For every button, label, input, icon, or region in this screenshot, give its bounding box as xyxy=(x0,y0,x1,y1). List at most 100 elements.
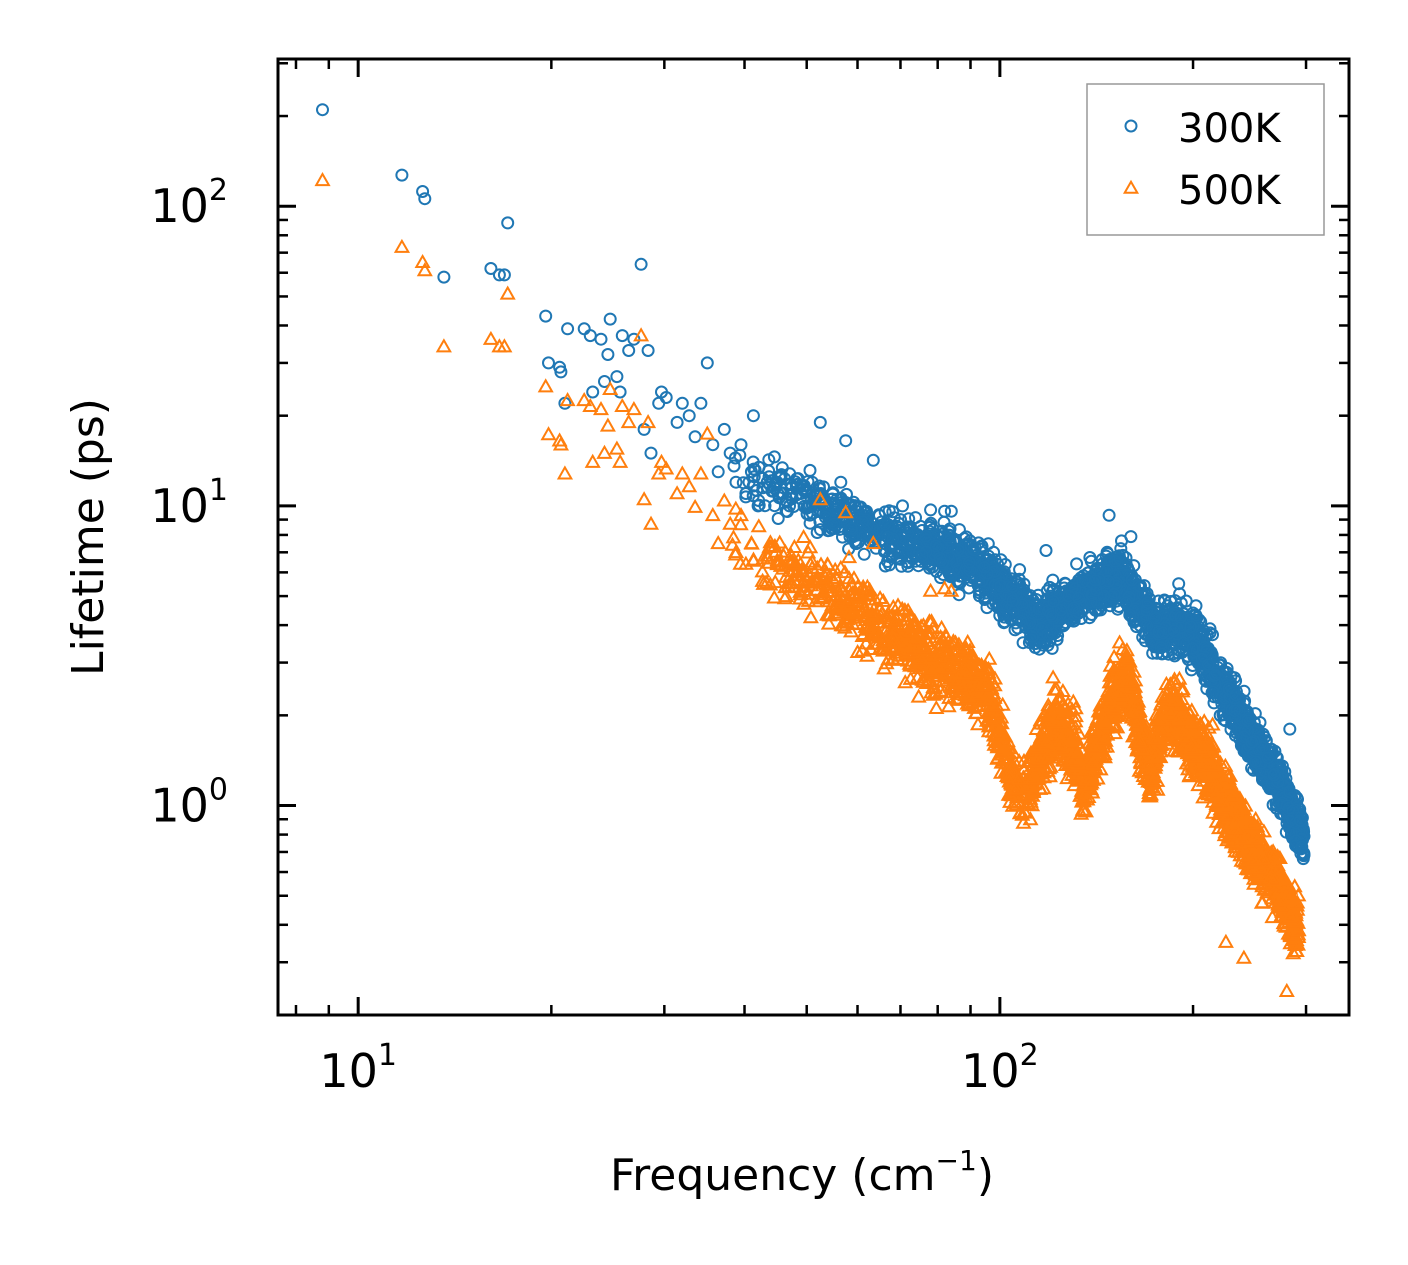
data-point xyxy=(1236,809,1253,824)
data-point xyxy=(1295,840,1309,854)
data-point xyxy=(699,425,716,440)
data-point xyxy=(919,545,933,559)
data-point xyxy=(836,511,850,525)
data-point xyxy=(747,479,761,493)
data-point xyxy=(1190,611,1204,625)
data-point xyxy=(634,257,648,271)
data-point xyxy=(977,560,991,574)
data-point xyxy=(1154,641,1168,655)
data-point xyxy=(962,555,976,569)
data-point xyxy=(873,509,886,522)
data-point xyxy=(909,511,922,525)
data-point xyxy=(924,503,938,517)
series-layer xyxy=(314,103,1311,997)
data-point xyxy=(925,686,942,701)
data-point xyxy=(658,460,675,475)
data-point xyxy=(496,338,513,353)
data-point xyxy=(1253,894,1271,909)
data-point xyxy=(934,630,951,645)
data-point xyxy=(559,391,576,407)
data-point xyxy=(1245,735,1259,749)
data-point xyxy=(687,498,704,513)
data-point xyxy=(586,385,600,399)
data-point xyxy=(484,262,498,275)
data-point xyxy=(814,523,827,537)
data-point xyxy=(998,558,1012,571)
data-point xyxy=(724,536,741,551)
data-point xyxy=(716,492,733,507)
data-point xyxy=(1208,668,1222,682)
data-point xyxy=(839,434,853,448)
data-point xyxy=(826,518,840,532)
data-point xyxy=(1053,724,1070,740)
data-point xyxy=(1054,682,1072,697)
data-point xyxy=(501,216,515,230)
data-point xyxy=(1048,699,1065,714)
data-point xyxy=(1061,754,1078,769)
data-point xyxy=(826,486,840,500)
data-point xyxy=(919,529,933,543)
data-point xyxy=(1088,574,1102,587)
data-point xyxy=(1122,590,1136,604)
data-point xyxy=(1005,580,1019,594)
data-point xyxy=(1142,788,1159,803)
data-point xyxy=(951,543,965,557)
data-point xyxy=(627,332,641,346)
data-point xyxy=(928,699,945,714)
data-point xyxy=(1168,649,1182,663)
data-point xyxy=(622,344,636,357)
data-point xyxy=(784,553,801,568)
data-point xyxy=(933,551,947,565)
data-point xyxy=(1149,611,1163,625)
data-point xyxy=(1201,658,1215,671)
data-point xyxy=(772,553,789,568)
data-point xyxy=(1186,641,1199,655)
data-point xyxy=(688,430,702,444)
data-point xyxy=(552,436,570,451)
data-point xyxy=(1174,610,1188,624)
data-point xyxy=(1140,604,1154,617)
data-point xyxy=(1020,795,1037,810)
data-point xyxy=(958,640,975,655)
data-point xyxy=(1013,563,1027,577)
data-point xyxy=(767,450,781,464)
data-point xyxy=(1229,688,1243,702)
data-point xyxy=(1217,933,1234,948)
data-point xyxy=(1101,574,1115,588)
data-point xyxy=(894,552,908,566)
data-point xyxy=(499,285,516,300)
data-point xyxy=(943,522,957,536)
data-point xyxy=(1040,584,1054,598)
data-point xyxy=(806,571,823,587)
data-point xyxy=(1241,714,1255,728)
data-point xyxy=(732,555,749,570)
data-point xyxy=(1102,657,1119,672)
data-point xyxy=(612,453,629,468)
data-point xyxy=(1141,781,1158,796)
data-point xyxy=(540,426,557,441)
data-point xyxy=(692,465,709,480)
data-point xyxy=(592,400,610,416)
data-point xyxy=(854,580,871,595)
data-point xyxy=(674,465,691,480)
data-point xyxy=(1051,740,1068,755)
series-500k xyxy=(314,171,1307,997)
data-point xyxy=(818,510,832,524)
data-point xyxy=(765,484,779,498)
data-point xyxy=(836,564,854,579)
data-point xyxy=(988,578,1002,592)
data-point xyxy=(704,506,721,522)
data-point xyxy=(1253,716,1267,729)
data-point xyxy=(792,586,809,601)
data-point xyxy=(437,270,451,284)
data-point xyxy=(883,558,896,572)
data-point xyxy=(746,409,760,423)
data-point xyxy=(851,500,865,513)
data-point xyxy=(1205,804,1222,819)
data-point xyxy=(795,528,812,543)
data-point xyxy=(857,547,871,561)
data-point xyxy=(1190,776,1207,792)
data-point xyxy=(1032,602,1046,616)
data-point xyxy=(602,380,619,395)
data-point xyxy=(710,534,727,550)
